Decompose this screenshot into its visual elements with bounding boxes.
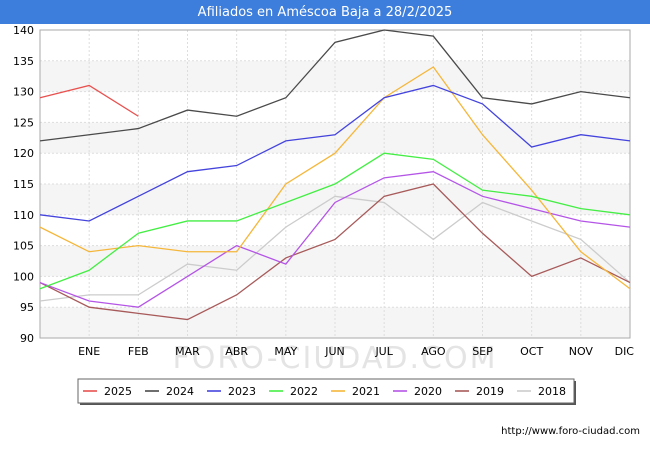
x-tick-label: FEB — [128, 345, 149, 358]
x-tick-label: ABR — [225, 345, 248, 358]
y-tick-label: 115 — [13, 178, 34, 191]
x-tick-label: SEP — [472, 345, 493, 358]
x-tick-label: JUL — [374, 345, 393, 358]
y-tick-label: 140 — [13, 24, 34, 37]
legend-label-2020: 2020 — [414, 385, 442, 398]
legend: 2025 2024 2023 2022 2021 2020 2019 2018 — [77, 378, 576, 405]
y-tick-label: 95 — [20, 301, 34, 314]
y-tick-label: 120 — [13, 147, 34, 160]
y-tick-label: 125 — [13, 116, 34, 129]
legend-label-2021: 2021 — [352, 385, 380, 398]
watermark: FORO-CIUDAD.COM — [173, 341, 498, 376]
x-tick-label: OCT — [520, 345, 543, 358]
y-tick-label: 100 — [13, 270, 34, 283]
series-line-2023 — [39, 84, 631, 222]
series-line-2021 — [39, 66, 631, 290]
legend-label-2022: 2022 — [290, 385, 318, 398]
y-axis-ticks: 90 95 100 105 110 115 120 125 130 135 140 — [13, 24, 34, 345]
x-tick-label: ENE — [78, 345, 100, 358]
legend-box — [77, 378, 575, 404]
plot-border — [39, 29, 631, 339]
series-line-2022 — [39, 152, 631, 290]
legend-label-2018: 2018 — [538, 385, 566, 398]
legend-label-2023: 2023 — [228, 385, 256, 398]
source-url: http://www.foro-ciudad.com — [501, 426, 640, 437]
legend-label-2025: 2025 — [104, 385, 132, 398]
legend-label-2024: 2024 — [166, 385, 194, 398]
x-axis-ticks: ENE FEB MAR ABR MAY JUN JUL AGO SEP OCT NOV DIC — [78, 345, 634, 358]
y-tick-label: 110 — [13, 209, 34, 222]
y-tick-label: 135 — [13, 55, 34, 68]
y-tick-label: 130 — [13, 86, 34, 99]
chart-title: Afiliados en Améscoa Baja a 28/2/2025 — [0, 0, 650, 24]
series-line-2018 — [39, 195, 631, 302]
legend-label-2019: 2019 — [476, 385, 504, 398]
x-tick-label: MAR — [175, 345, 200, 358]
series-line-2024 — [39, 29, 631, 142]
x-tick-label: DIC — [615, 345, 635, 358]
series-line-2025 — [39, 84, 139, 117]
series-line-2019 — [39, 183, 631, 321]
x-tick-label: MAY — [274, 345, 297, 358]
x-tick-label: NOV — [569, 345, 594, 358]
x-tick-label: JUN — [324, 345, 345, 358]
y-tick-label: 105 — [13, 240, 34, 253]
x-tick-label: AGO — [421, 345, 446, 358]
series-line-2020 — [39, 171, 631, 308]
y-tick-label: 90 — [20, 332, 34, 345]
series-lines — [39, 29, 631, 321]
